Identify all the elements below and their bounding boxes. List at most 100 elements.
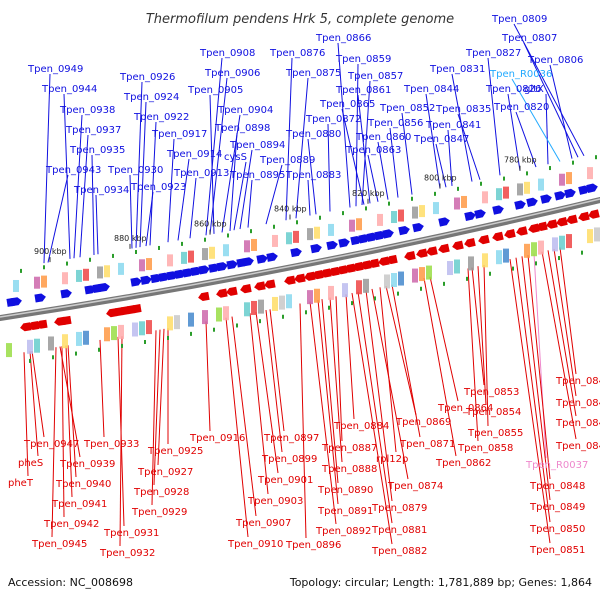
marker-dot [190, 331, 192, 336]
leader-line [425, 93, 441, 189]
reverse-gene-arrow [516, 226, 528, 236]
genome-backbone [0, 197, 600, 321]
leader-line [429, 276, 459, 402]
leader-line [533, 253, 547, 459]
reverse-gene-arrow [578, 211, 590, 222]
cog-box [83, 268, 89, 281]
reverse-gene-label: Tpen_0869 [395, 417, 451, 428]
marker-dot [388, 201, 390, 206]
leader-line [329, 297, 343, 463]
leader-line [43, 73, 51, 264]
leader-line [385, 285, 417, 416]
forward-gene-label: Tpen_0831 [429, 64, 485, 75]
leader-line [509, 258, 551, 544]
cog-box [384, 274, 390, 289]
leader-line [145, 191, 154, 247]
leader-line [157, 328, 165, 466]
cog-box [62, 334, 68, 349]
leader-line [547, 250, 577, 417]
cog-box [482, 253, 488, 268]
leader-line [401, 112, 413, 195]
leader-line [391, 284, 421, 438]
marker-dot [98, 347, 100, 352]
forward-gene-label: Tpen_0859 [335, 54, 391, 65]
cog-box [146, 258, 152, 271]
reverse-gene-arrow [464, 237, 476, 248]
cog-box [188, 250, 194, 263]
leader-line [521, 256, 551, 501]
marker-dot [52, 355, 54, 360]
leader-line [477, 266, 487, 406]
marker-dot [420, 286, 422, 291]
forward-gene-label: Tpen_0914 [166, 149, 222, 160]
cog-box [566, 172, 572, 185]
cog-box [286, 232, 292, 245]
marker-dot [213, 327, 215, 332]
leader-line [515, 111, 537, 168]
reverse-gene-label: rpl12p [376, 454, 408, 465]
reverse-gene-arrow [240, 284, 252, 294]
leader-line [269, 309, 285, 432]
reverse-gene-label: Tpen_0945 [31, 539, 87, 550]
cog-box [314, 288, 320, 303]
reverse-gene-arrow [360, 260, 372, 270]
leader-line [335, 296, 343, 442]
forward-gene-arrow [492, 205, 504, 215]
leader-line [153, 329, 161, 486]
marker-dot [66, 261, 68, 266]
forward-gene-arrow [338, 238, 350, 248]
leader-line [255, 311, 279, 474]
cog-box [454, 259, 460, 274]
reverse-gene-label: Tpen_0892 [315, 526, 371, 537]
reverse-gene-arrow [304, 271, 316, 281]
reverse-gene-label: Tpen_0888 [321, 464, 377, 475]
kbp-tick-label: 900 kbp [34, 247, 67, 256]
leader-line [307, 138, 317, 215]
feature-track [6, 155, 600, 363]
cog-box [132, 322, 138, 337]
reverse-gene-label: Tpen_0855 [467, 428, 523, 439]
reverse-gene-arrow [198, 291, 210, 302]
reverse-gene-label: Tpen_0842 [555, 398, 600, 409]
cog-box [538, 178, 544, 191]
marker-dot [273, 224, 275, 229]
cog-box [419, 205, 425, 218]
forward-gene-label: Tpen_0894 [229, 140, 285, 151]
forward-gene-label: Tpen_0908 [199, 48, 255, 59]
marker-dot [443, 281, 445, 286]
marker-dot [351, 301, 353, 306]
forward-gene-arrow [412, 222, 424, 233]
reverse-gene-arrow [438, 243, 450, 254]
marker-dot [319, 215, 321, 220]
forward-gene-label: Tpen_0863 [345, 145, 401, 156]
cog-box [412, 268, 418, 283]
leader-line [371, 288, 409, 480]
reverse-gene-arrow [294, 273, 306, 283]
marker-dot [558, 256, 560, 261]
leader-line [99, 339, 105, 438]
cog-box [34, 338, 40, 353]
marker-dot [144, 339, 146, 344]
forward-gene-label: Tpen_0856 [367, 118, 423, 129]
leader-line [483, 264, 489, 427]
cog-box [293, 230, 299, 243]
cog-box [223, 244, 229, 257]
marker-dot [328, 305, 330, 310]
cog-box [559, 173, 565, 186]
forward-gene-arrow [554, 191, 566, 201]
cog-box [454, 197, 460, 210]
cog-box [552, 237, 558, 252]
cog-box [251, 300, 257, 315]
genome-backbone-highlight [0, 198, 600, 318]
forward-gene-arrow [540, 194, 552, 204]
leader-line [299, 303, 307, 539]
leader-line [513, 23, 585, 157]
reverse-gene-arrow [566, 214, 578, 225]
reverse-gene-label: Tpen_0901 [257, 475, 313, 486]
forward-gene-arrow [310, 244, 322, 254]
marker-dot [204, 237, 206, 242]
forward-gene-label: Tpen_0913 [173, 168, 229, 179]
marker-dot [89, 257, 91, 262]
forward-gene-label: Tpen_0943 [45, 165, 101, 176]
